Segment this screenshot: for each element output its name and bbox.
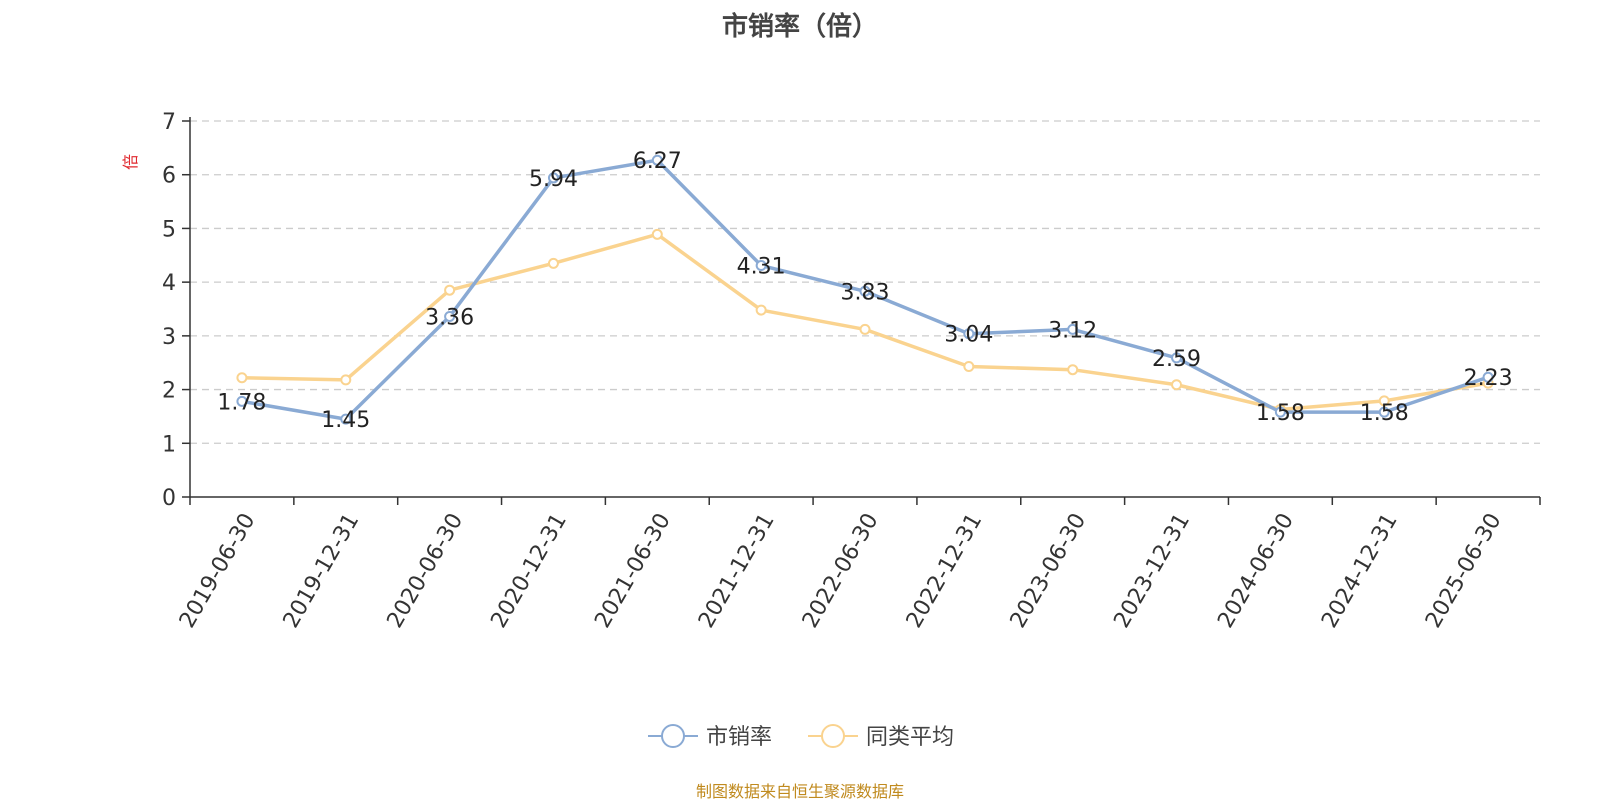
x-tick-label: 2021-12-31 [694, 509, 780, 632]
data-label: 1.58 [1360, 401, 1409, 426]
data-point [963, 328, 975, 340]
y-axis-label: 倍 [121, 154, 140, 170]
data-label: 3.12 [1048, 318, 1097, 343]
legend-marker-icon [821, 724, 845, 748]
y-tick-label: 7 [162, 110, 176, 135]
x-tick-label: 2025-06-30 [1421, 509, 1507, 632]
data-label: 1.45 [321, 408, 370, 433]
data-point [1067, 364, 1079, 376]
x-tick-label: 2023-06-30 [1006, 509, 1092, 632]
data-label: 2.23 [1464, 366, 1513, 391]
x-tick-label: 2021-06-30 [590, 509, 676, 632]
x-tick-label: 2020-06-30 [383, 509, 469, 632]
x-tick-label: 2022-06-30 [798, 509, 884, 632]
y-tick-label: 6 [162, 164, 176, 189]
data-point [444, 311, 456, 323]
x-tick-label: 2023-12-31 [1109, 509, 1195, 632]
data-point [547, 257, 559, 269]
data-label: 2.59 [1152, 347, 1201, 372]
x-tick-label: 2024-06-30 [1213, 509, 1299, 632]
data-label: 1.58 [1256, 401, 1305, 426]
data-point [1274, 406, 1286, 418]
data-point [963, 360, 975, 372]
x-tick-label: 2019-06-30 [175, 509, 261, 632]
legend-label: 市销率 [706, 725, 772, 750]
data-point [859, 323, 871, 335]
data-point [444, 284, 456, 296]
data-point [1171, 352, 1183, 364]
y-tick-label: 2 [162, 379, 176, 404]
y-tick-label: 4 [162, 271, 176, 296]
legend-marker-icon [661, 724, 685, 748]
data-point [1067, 323, 1079, 335]
x-tick-label: 2019-12-31 [279, 509, 365, 632]
data-label: 4.31 [737, 254, 786, 279]
data-point [755, 304, 767, 316]
data-point [340, 374, 352, 386]
data-point [1378, 395, 1390, 407]
data-label: 3.36 [425, 306, 474, 331]
data-point [1482, 371, 1494, 383]
data-point [547, 172, 559, 184]
data-label: 3.83 [841, 280, 890, 305]
y-tick-label: 0 [162, 486, 176, 511]
y-tick-label: 3 [162, 325, 176, 350]
data-point [859, 285, 871, 297]
data-point [651, 154, 663, 166]
x-tick-label: 2020-12-31 [486, 509, 572, 632]
data-label: 1.78 [217, 390, 266, 415]
data-point [236, 372, 248, 384]
legend-label: 同类平均 [866, 725, 954, 750]
data-label: 6.27 [633, 149, 682, 174]
data-source-note: 制图数据来自恒生聚源数据库 [695, 782, 904, 801]
data-point [236, 395, 248, 407]
data-point [651, 228, 663, 240]
data-point [1171, 379, 1183, 391]
chart-title: 市销率（倍） [721, 12, 878, 42]
data-point [340, 413, 352, 425]
data-label: 3.04 [944, 323, 993, 348]
data-point [755, 259, 767, 271]
y-tick-label: 1 [162, 432, 176, 457]
data-point [1378, 406, 1390, 418]
data-label: 5.94 [529, 167, 578, 192]
x-tick-label: 2022-12-31 [902, 509, 988, 632]
y-tick-label: 5 [162, 217, 176, 242]
x-tick-label: 2024-12-31 [1317, 509, 1403, 632]
